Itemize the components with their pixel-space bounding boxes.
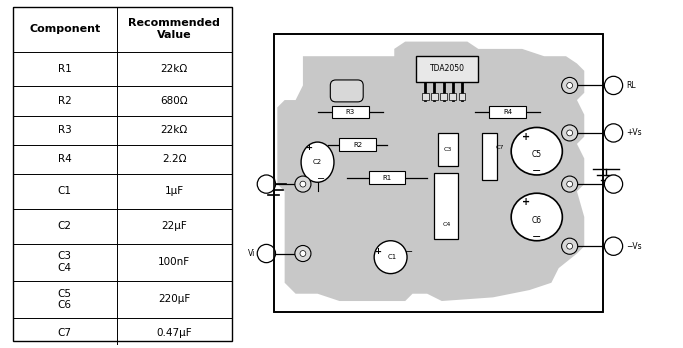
Text: C5
C6: C5 C6 <box>57 288 72 310</box>
Text: 22kΩ: 22kΩ <box>161 125 188 135</box>
Circle shape <box>567 181 572 187</box>
Text: 22kΩ: 22kΩ <box>161 64 188 74</box>
Circle shape <box>561 176 578 192</box>
Circle shape <box>295 245 311 262</box>
Circle shape <box>604 175 623 193</box>
Text: R2: R2 <box>353 142 362 148</box>
Circle shape <box>257 244 275 263</box>
Text: RL: RL <box>626 81 636 90</box>
Circle shape <box>567 82 572 88</box>
Text: R3: R3 <box>58 125 72 135</box>
Text: R2: R2 <box>58 96 72 106</box>
Circle shape <box>567 130 572 136</box>
Bar <box>431 93 438 100</box>
Circle shape <box>561 77 578 94</box>
Text: 680Ω: 680Ω <box>161 96 188 106</box>
Text: +Vs: +Vs <box>626 128 642 137</box>
Text: C3: C3 <box>444 147 452 152</box>
Text: 1μF: 1μF <box>165 187 184 196</box>
Bar <box>339 139 376 151</box>
Text: 220μF: 220μF <box>158 294 191 304</box>
Text: C3
C4: C3 C4 <box>57 252 72 273</box>
Bar <box>489 105 526 118</box>
Circle shape <box>300 251 306 256</box>
Bar <box>441 93 447 100</box>
Text: 0.47μF: 0.47μF <box>156 328 192 338</box>
Text: C7: C7 <box>57 328 72 338</box>
Bar <box>416 56 478 82</box>
Bar <box>449 93 456 100</box>
Circle shape <box>300 181 306 187</box>
Text: R4: R4 <box>58 155 72 164</box>
Text: −: − <box>532 232 542 242</box>
Circle shape <box>561 238 578 254</box>
Text: C7: C7 <box>496 145 505 150</box>
Text: Component: Component <box>29 24 100 34</box>
Bar <box>274 34 602 312</box>
Bar <box>422 93 429 100</box>
Text: C6: C6 <box>531 216 542 225</box>
Text: 100nF: 100nF <box>158 257 191 267</box>
Bar <box>438 133 458 166</box>
Text: C1: C1 <box>388 254 397 260</box>
Circle shape <box>604 237 623 255</box>
Circle shape <box>561 125 578 141</box>
Bar <box>434 173 458 239</box>
Circle shape <box>604 76 623 95</box>
Text: Vi: Vi <box>248 249 255 258</box>
Text: +: + <box>522 197 530 207</box>
Bar <box>274 34 602 312</box>
Text: R3: R3 <box>346 109 355 115</box>
Bar <box>332 105 369 118</box>
Text: R1: R1 <box>382 175 391 181</box>
Ellipse shape <box>511 193 562 241</box>
Text: −: − <box>405 247 413 257</box>
Text: R4: R4 <box>503 109 512 115</box>
Text: −: − <box>532 166 542 176</box>
Text: −: − <box>317 174 325 184</box>
Text: R1: R1 <box>58 64 72 74</box>
Circle shape <box>604 124 623 142</box>
Text: C2: C2 <box>313 159 322 165</box>
Bar <box>369 171 405 184</box>
Ellipse shape <box>301 142 334 182</box>
Circle shape <box>295 176 311 192</box>
Text: +: + <box>374 247 381 256</box>
Text: C4: C4 <box>442 222 451 227</box>
Text: C5: C5 <box>531 150 542 159</box>
Text: +: + <box>522 132 530 142</box>
Text: TDA2050: TDA2050 <box>430 64 464 73</box>
Bar <box>458 93 465 100</box>
Circle shape <box>567 243 572 249</box>
Polygon shape <box>277 42 584 301</box>
Text: −Vs: −Vs <box>626 242 642 251</box>
Ellipse shape <box>511 127 562 175</box>
Bar <box>482 133 497 180</box>
FancyBboxPatch shape <box>331 80 363 102</box>
Text: +: + <box>305 143 312 152</box>
Text: 2.2Ω: 2.2Ω <box>162 155 186 164</box>
Text: 22μF: 22μF <box>161 221 187 231</box>
Text: C2: C2 <box>57 221 72 231</box>
Circle shape <box>257 175 275 193</box>
Text: C1: C1 <box>57 187 72 196</box>
Text: Recommended
Value: Recommended Value <box>128 18 220 40</box>
Ellipse shape <box>374 241 407 274</box>
